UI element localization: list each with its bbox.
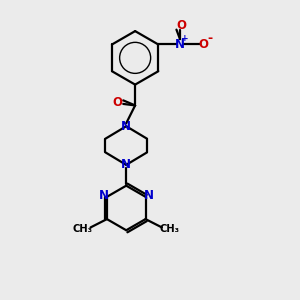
Text: N: N: [99, 189, 109, 202]
Text: N: N: [121, 158, 131, 171]
Text: CH₃: CH₃: [73, 224, 92, 234]
Text: N: N: [143, 189, 154, 202]
Text: N: N: [175, 38, 185, 51]
Text: N: N: [121, 120, 131, 133]
Text: O: O: [199, 38, 209, 51]
Text: -: -: [208, 32, 213, 45]
Text: O: O: [112, 96, 122, 109]
Text: +: +: [181, 34, 189, 43]
Text: O: O: [176, 19, 187, 32]
Text: CH₃: CH₃: [160, 224, 180, 234]
